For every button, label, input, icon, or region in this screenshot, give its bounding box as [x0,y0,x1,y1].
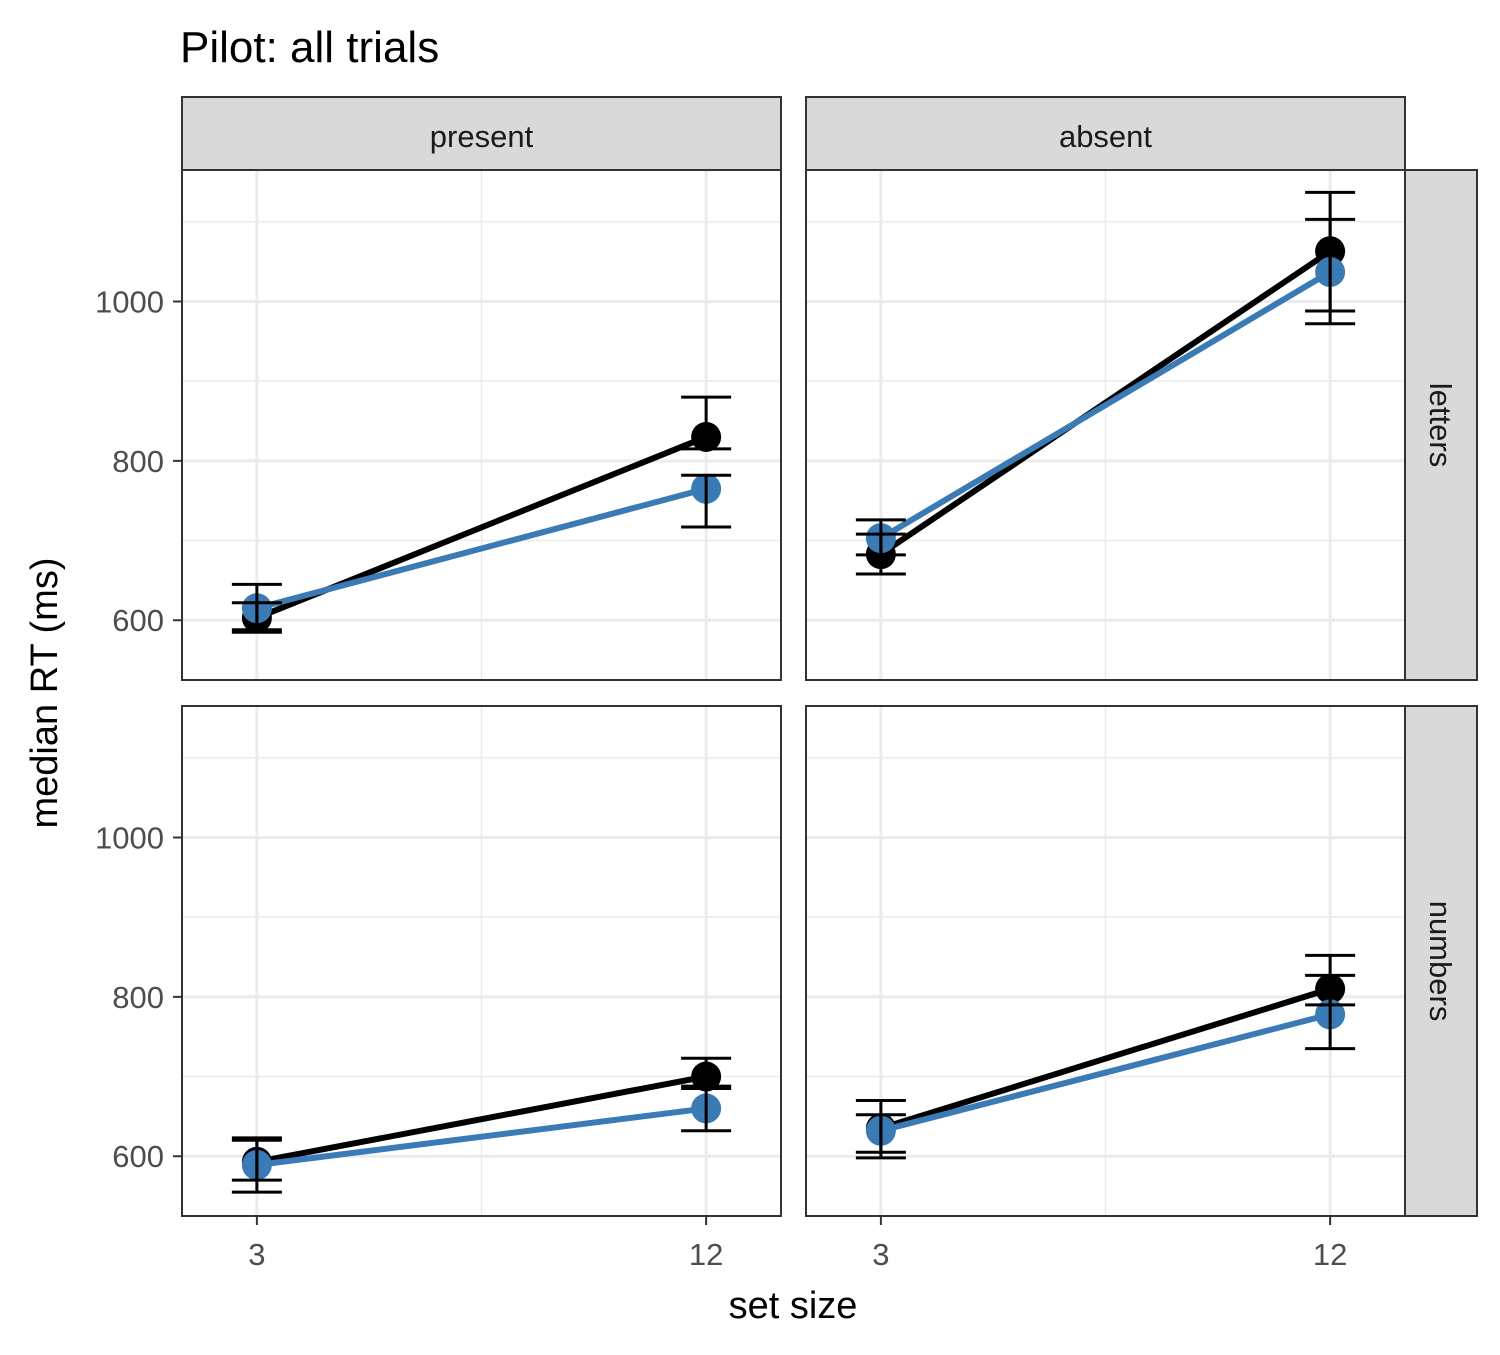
series-line [253,1105,710,1168]
panel-data-letters-present [231,395,732,634]
row-strip-label: letters [1423,383,1458,467]
x-axis-label: set size [729,1285,858,1327]
panel-letters-absent [806,170,1405,680]
x-tick-label: 3 [872,1237,889,1272]
panel-data-numbers-absent [855,953,1356,1160]
column-strip [181,96,782,171]
column-strip-label: present [430,119,534,154]
y-tick-label: 1000 [95,284,164,319]
x-tick-label: 3 [248,1237,265,1272]
y-tick-label: 1000 [95,820,164,855]
series-2 [865,257,1346,554]
panel-border [181,705,782,1217]
panel-data-numbers-present [231,1056,732,1194]
series-line [877,985,1334,1132]
y-tick-label: 600 [112,1139,164,1174]
y-axis-label: median RT (ms) [24,558,66,829]
panel-letters-present [182,170,781,680]
series-line [253,485,710,612]
panel-data-letters-absent [855,190,1356,576]
y-tick-label: 600 [112,603,164,638]
x-tick-label: 12 [1313,1237,1347,1272]
panel-numbers-absent [806,706,1405,1216]
column-strip-label: absent [1059,119,1152,154]
series-line [877,269,1334,542]
panels-layer: present absent letters numbers 600 800 1000 600… [95,96,1478,1272]
row-strip-label: numbers [1423,901,1458,1022]
series-line [877,1011,1334,1134]
y-tick-label: 800 [112,444,164,479]
x-tick-label: 12 [689,1237,723,1272]
column-strip [805,96,1406,171]
chart-title: Pilot: all trials [180,23,439,72]
y-tick-label: 800 [112,980,164,1015]
series-line [253,1073,710,1165]
row-strip [1404,705,1478,1217]
row-strip [1404,169,1478,681]
